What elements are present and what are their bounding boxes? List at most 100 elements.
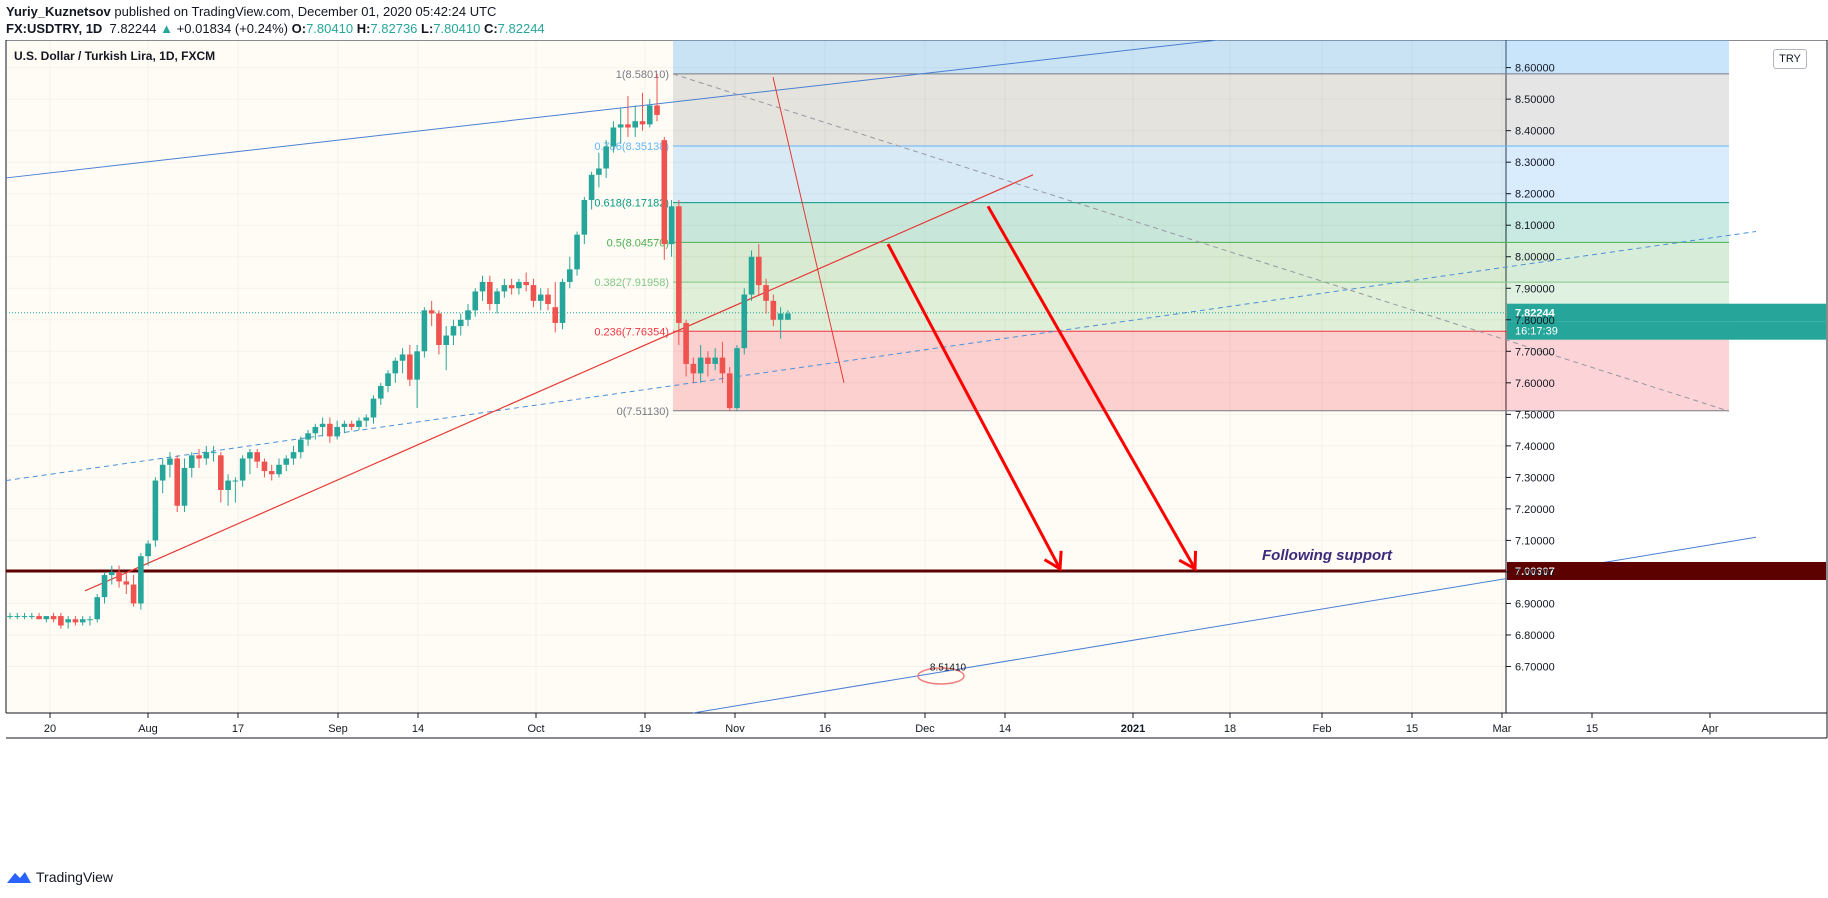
candle-body bbox=[65, 619, 71, 623]
candle-body bbox=[734, 348, 740, 409]
fib-band bbox=[673, 242, 1729, 283]
event-marker-label: 8.51410 bbox=[930, 663, 967, 674]
candle-body bbox=[43, 616, 50, 620]
x-tick-label: 17 bbox=[232, 723, 244, 735]
candle-body bbox=[487, 281, 493, 305]
candle-body bbox=[574, 234, 580, 270]
x-tick-label: 16 bbox=[819, 723, 831, 735]
candle-body bbox=[385, 373, 391, 386]
candle-body bbox=[50, 616, 57, 620]
x-tick-label: 2021 bbox=[1121, 723, 1145, 735]
y-tick-label: 6.80000 bbox=[1515, 630, 1555, 642]
candle-body bbox=[443, 335, 449, 345]
y-tick-label: 8.50000 bbox=[1515, 94, 1555, 106]
ohlc-bar: FX:USDTRY, 1D 7.82244 ▲ +0.01834 (+0.24%… bbox=[6, 21, 545, 36]
candle-body bbox=[705, 357, 711, 364]
y-tick-label: 7.80000 bbox=[1515, 315, 1555, 327]
candle-body bbox=[545, 294, 551, 305]
candle-body bbox=[414, 351, 420, 380]
symbol-label: FX:USDTRY, 1D bbox=[6, 21, 103, 36]
fib-band-extension bbox=[673, 40, 1729, 74]
candle-body bbox=[436, 313, 442, 345]
candle-body bbox=[29, 616, 35, 618]
y-tick-label: 8.20000 bbox=[1515, 189, 1555, 201]
candle-body bbox=[726, 373, 733, 409]
candle-body bbox=[603, 146, 609, 169]
x-tick-label: 19 bbox=[639, 723, 651, 735]
candle-body bbox=[356, 420, 362, 427]
candle-body bbox=[639, 121, 646, 125]
close-value: 7.82244 bbox=[497, 21, 545, 36]
y-tick-label: 7.50000 bbox=[1515, 409, 1555, 421]
candle-body bbox=[719, 357, 726, 374]
forecast-arrow-2-head bbox=[1178, 550, 1198, 572]
candle-body bbox=[668, 206, 675, 245]
up-triangle-icon: ▲ bbox=[160, 21, 174, 36]
candle-body bbox=[145, 543, 151, 557]
price-chart[interactable]: 1(8.58010)0.786(8.35138)0.618(8.17182)0.… bbox=[0, 40, 1828, 864]
candle-body bbox=[327, 423, 333, 437]
fib-band bbox=[673, 73, 1729, 146]
candle-body bbox=[239, 458, 246, 481]
candle-body bbox=[457, 319, 464, 327]
candle-body bbox=[210, 452, 217, 454]
candle-body bbox=[268, 471, 275, 475]
candle-body bbox=[479, 281, 486, 292]
candle-body bbox=[770, 300, 777, 320]
x-tick-label: 14 bbox=[412, 723, 424, 735]
candle-body bbox=[319, 423, 326, 427]
candle-body bbox=[581, 200, 588, 235]
candle-body bbox=[741, 294, 748, 349]
support-annotation: Following support bbox=[1262, 547, 1393, 564]
x-tick-label: Feb bbox=[1313, 723, 1332, 735]
candle-body bbox=[36, 616, 42, 620]
candle-body bbox=[407, 354, 413, 380]
y-tick-label: 6.90000 bbox=[1515, 598, 1555, 610]
fib-level-label: 0(7.51130) bbox=[617, 406, 669, 418]
candle-body bbox=[777, 313, 784, 320]
y-tick-label: 7.00000 bbox=[1515, 567, 1555, 579]
x-tick-label: Mar bbox=[1493, 723, 1512, 735]
support-price-tag-bg bbox=[1507, 561, 1826, 580]
x-tick-label: 20 bbox=[44, 723, 56, 735]
x-tick-label: 15 bbox=[1406, 723, 1418, 735]
currency-badge[interactable]: TRY bbox=[1773, 49, 1807, 69]
y-tick-label: 8.10000 bbox=[1515, 220, 1555, 232]
chart-title: U.S. Dollar / Turkish Lira, 1D, FXCM bbox=[14, 49, 215, 63]
fib-band bbox=[673, 331, 1729, 411]
candle-body bbox=[494, 291, 500, 305]
candle-body bbox=[552, 307, 559, 323]
upper-channel-line bbox=[5, 40, 1219, 179]
candle-body bbox=[348, 423, 355, 427]
tradingview-brand[interactable]: TradingView bbox=[6, 869, 113, 885]
candle-body bbox=[188, 455, 195, 468]
zigzag-line bbox=[772, 76, 845, 383]
candle-body bbox=[617, 124, 624, 128]
fib-diagonal-line bbox=[672, 73, 1730, 412]
candle-body bbox=[341, 423, 348, 427]
dashed-trend-line bbox=[5, 231, 1757, 482]
high-value: 7.82736 bbox=[370, 21, 418, 36]
y-tick-label: 7.40000 bbox=[1515, 441, 1555, 453]
x-tick-label: Dec bbox=[915, 723, 935, 735]
forecast-arrow-1 bbox=[886, 243, 1062, 570]
last-price-tag-bg bbox=[1507, 303, 1826, 322]
candle-body bbox=[72, 619, 79, 623]
y-tick-label: 8.00000 bbox=[1515, 252, 1555, 264]
candle-body bbox=[683, 322, 689, 364]
x-tick-label: Nov bbox=[725, 723, 745, 735]
candle-body bbox=[138, 556, 144, 604]
candle-body bbox=[712, 357, 718, 364]
candle-body bbox=[254, 452, 260, 462]
candle-body bbox=[196, 455, 202, 459]
candle-body bbox=[247, 452, 253, 459]
candle-body bbox=[377, 385, 384, 399]
candle-body bbox=[218, 455, 224, 490]
x-tick-label: 14 bbox=[999, 723, 1011, 735]
candle-body bbox=[421, 310, 428, 352]
candle-body bbox=[625, 124, 631, 128]
last-price-tag: 7.82244 bbox=[1515, 308, 1556, 320]
candle-body bbox=[290, 452, 297, 459]
x-tick-label: Apr bbox=[1701, 723, 1718, 735]
candle-body bbox=[632, 121, 639, 128]
